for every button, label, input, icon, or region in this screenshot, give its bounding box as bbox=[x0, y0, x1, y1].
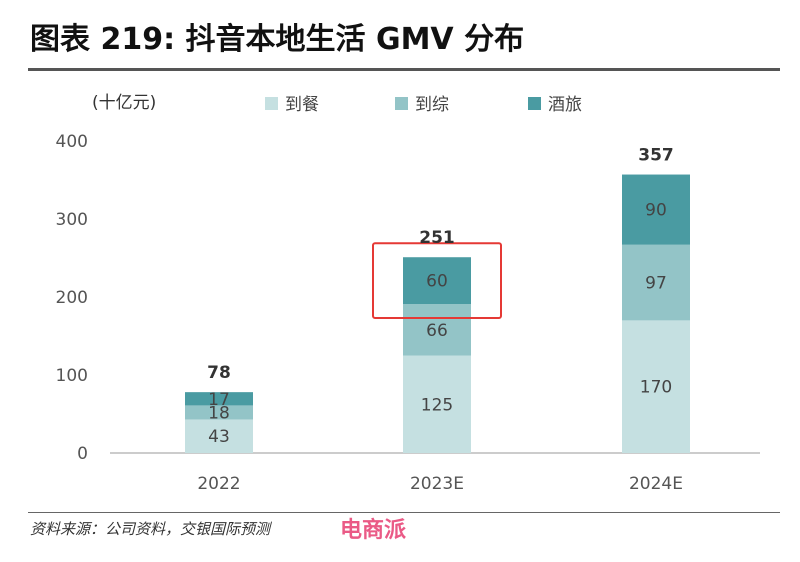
highlight-box bbox=[372, 242, 502, 320]
bar-segment bbox=[622, 320, 690, 453]
y-tick-label: 0 bbox=[77, 444, 88, 464]
y-unit-label: (十亿元) bbox=[92, 93, 156, 113]
data-label: 125 bbox=[421, 395, 453, 415]
footer-divider bbox=[28, 512, 780, 513]
bar-segment bbox=[185, 392, 253, 406]
data-label: 18 bbox=[208, 403, 230, 423]
bar-segment bbox=[403, 257, 471, 305]
bar-segment bbox=[622, 174, 690, 245]
total-label: 78 bbox=[207, 363, 231, 383]
bar-segment bbox=[403, 304, 471, 356]
bar-segment bbox=[185, 405, 253, 420]
legend-swatch bbox=[395, 97, 408, 110]
title-divider bbox=[28, 68, 780, 71]
legend-label: 到综 bbox=[415, 95, 449, 115]
total-label: 357 bbox=[638, 146, 674, 166]
x-tick-label: 2023E bbox=[410, 474, 464, 494]
x-tick-label: 2024E bbox=[629, 474, 683, 494]
data-label: 90 bbox=[645, 201, 667, 221]
bar-segment bbox=[622, 244, 690, 321]
bar-segment bbox=[185, 419, 253, 453]
legend-label: 酒旅 bbox=[548, 95, 582, 115]
data-label: 17 bbox=[208, 390, 230, 410]
total-label: 251 bbox=[419, 228, 455, 248]
watermark: 电商派 bbox=[340, 518, 407, 543]
source-note: 资料来源：公司资料，交银国际预测 bbox=[30, 520, 271, 538]
y-tick-label: 200 bbox=[56, 288, 88, 308]
y-tick-label: 300 bbox=[56, 210, 88, 230]
data-label: 170 bbox=[640, 378, 672, 398]
data-label: 60 bbox=[426, 272, 448, 292]
data-label: 97 bbox=[645, 274, 667, 294]
y-tick-label: 100 bbox=[56, 366, 88, 386]
data-label: 66 bbox=[426, 321, 448, 341]
legend-swatch bbox=[528, 97, 541, 110]
x-tick-label: 2022 bbox=[197, 474, 240, 494]
y-tick-label: 400 bbox=[56, 132, 88, 152]
bar-segment bbox=[403, 355, 471, 453]
chart-title: 图表 219: 抖音本地生活 GMV 分布 bbox=[30, 22, 525, 57]
legend-label: 到餐 bbox=[285, 95, 319, 115]
data-label: 43 bbox=[208, 427, 230, 447]
legend-swatch bbox=[265, 97, 278, 110]
